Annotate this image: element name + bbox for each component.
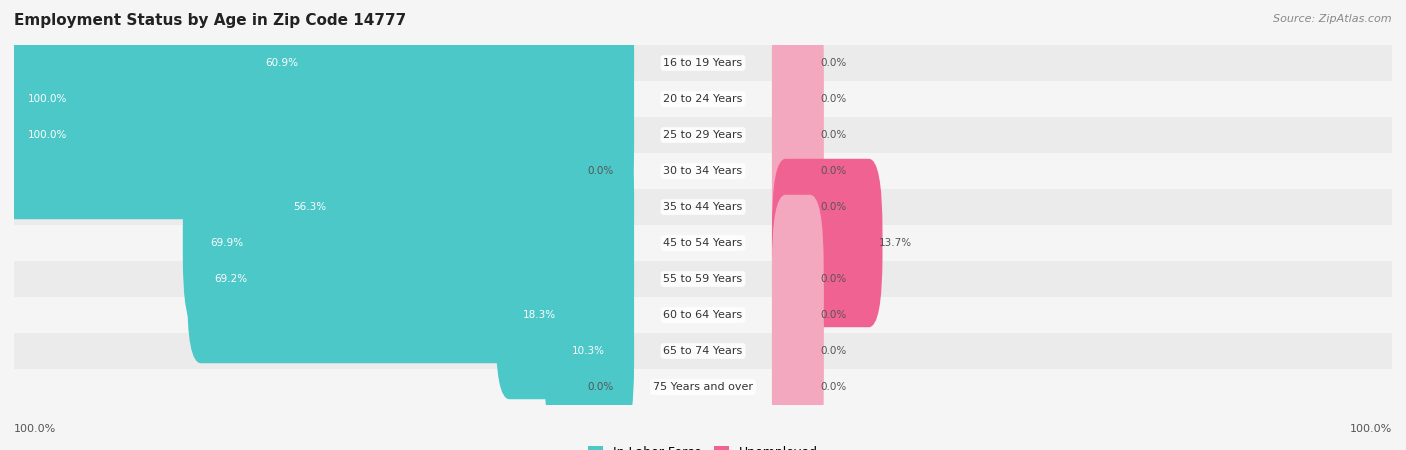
- FancyBboxPatch shape: [14, 153, 1392, 189]
- FancyBboxPatch shape: [14, 261, 1392, 297]
- Text: 100.0%: 100.0%: [28, 130, 67, 140]
- Text: 20 to 24 Years: 20 to 24 Years: [664, 94, 742, 104]
- Text: 18.3%: 18.3%: [523, 310, 557, 320]
- FancyBboxPatch shape: [772, 231, 824, 399]
- FancyBboxPatch shape: [0, 15, 634, 183]
- Text: 0.0%: 0.0%: [588, 382, 613, 392]
- Text: 10.3%: 10.3%: [572, 346, 605, 356]
- Text: 0.0%: 0.0%: [588, 166, 613, 176]
- FancyBboxPatch shape: [772, 15, 824, 183]
- Text: 30 to 34 Years: 30 to 34 Years: [664, 166, 742, 176]
- FancyBboxPatch shape: [187, 195, 634, 363]
- Text: 100.0%: 100.0%: [28, 94, 67, 104]
- FancyBboxPatch shape: [14, 81, 1392, 117]
- Text: 35 to 44 Years: 35 to 44 Years: [664, 202, 742, 212]
- FancyBboxPatch shape: [183, 159, 634, 327]
- Text: 0.0%: 0.0%: [820, 58, 846, 68]
- Text: 0.0%: 0.0%: [820, 310, 846, 320]
- FancyBboxPatch shape: [14, 225, 1392, 261]
- Text: 0.0%: 0.0%: [820, 382, 846, 392]
- FancyBboxPatch shape: [544, 267, 634, 435]
- Text: 69.9%: 69.9%: [211, 238, 243, 248]
- Text: 45 to 54 Years: 45 to 54 Years: [664, 238, 742, 248]
- FancyBboxPatch shape: [772, 0, 824, 147]
- FancyBboxPatch shape: [772, 51, 824, 219]
- FancyBboxPatch shape: [266, 123, 634, 291]
- FancyBboxPatch shape: [14, 333, 1392, 369]
- Text: 65 to 74 Years: 65 to 74 Years: [664, 346, 742, 356]
- Text: 56.3%: 56.3%: [292, 202, 326, 212]
- FancyBboxPatch shape: [772, 195, 824, 363]
- Text: 0.0%: 0.0%: [820, 202, 846, 212]
- FancyBboxPatch shape: [772, 159, 883, 327]
- Text: 75 Years and over: 75 Years and over: [652, 382, 754, 392]
- Text: 0.0%: 0.0%: [820, 274, 846, 284]
- FancyBboxPatch shape: [238, 0, 634, 147]
- Text: 16 to 19 Years: 16 to 19 Years: [664, 58, 742, 68]
- FancyBboxPatch shape: [14, 45, 1392, 81]
- Legend: In Labor Force, Unemployed: In Labor Force, Unemployed: [583, 441, 823, 450]
- FancyBboxPatch shape: [495, 231, 634, 399]
- Text: 0.0%: 0.0%: [820, 166, 846, 176]
- Text: 100.0%: 100.0%: [14, 424, 56, 434]
- Text: 60 to 64 Years: 60 to 64 Years: [664, 310, 742, 320]
- Text: 55 to 59 Years: 55 to 59 Years: [664, 274, 742, 284]
- FancyBboxPatch shape: [772, 87, 824, 255]
- FancyBboxPatch shape: [772, 123, 824, 291]
- FancyBboxPatch shape: [0, 51, 634, 219]
- Text: 0.0%: 0.0%: [820, 130, 846, 140]
- Text: Source: ZipAtlas.com: Source: ZipAtlas.com: [1274, 14, 1392, 23]
- Text: 25 to 29 Years: 25 to 29 Years: [664, 130, 742, 140]
- FancyBboxPatch shape: [14, 117, 1392, 153]
- Text: 0.0%: 0.0%: [820, 346, 846, 356]
- FancyBboxPatch shape: [772, 267, 824, 435]
- FancyBboxPatch shape: [772, 303, 824, 450]
- Text: 69.2%: 69.2%: [215, 274, 247, 284]
- Text: 60.9%: 60.9%: [264, 58, 298, 68]
- FancyBboxPatch shape: [14, 369, 1392, 405]
- Text: 0.0%: 0.0%: [820, 94, 846, 104]
- Text: Employment Status by Age in Zip Code 14777: Employment Status by Age in Zip Code 147…: [14, 14, 406, 28]
- Text: 13.7%: 13.7%: [879, 238, 912, 248]
- Text: 100.0%: 100.0%: [1350, 424, 1392, 434]
- FancyBboxPatch shape: [14, 297, 1392, 333]
- FancyBboxPatch shape: [14, 189, 1392, 225]
